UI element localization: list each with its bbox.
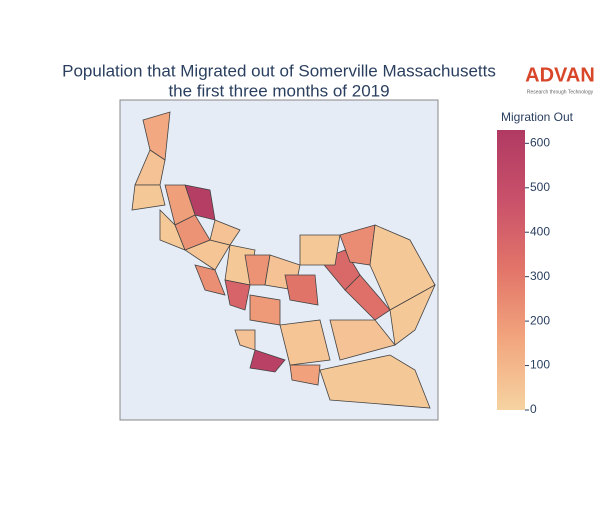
- logo-name: ADVAN: [525, 64, 595, 86]
- region: [279, 319, 331, 366]
- region: [284, 274, 319, 306]
- region: [224, 279, 251, 311]
- colorbar-tick-label: 0: [530, 402, 537, 416]
- region: [389, 284, 436, 346]
- chart-subtitle: the first three months of 2019: [168, 81, 389, 100]
- regions: [131, 111, 436, 409]
- region: [289, 364, 321, 386]
- region: [131, 184, 166, 211]
- logo-tagline: Research through Technology: [527, 89, 594, 95]
- colorbar-tick-label: 500: [530, 180, 550, 194]
- region: [234, 329, 256, 351]
- colorbar-tick-label: 400: [530, 224, 550, 238]
- region: [249, 349, 286, 373]
- region: [299, 234, 341, 266]
- colorbar-title: Migration Out: [501, 110, 574, 124]
- colorbar-tick-label: 200: [530, 313, 550, 327]
- colorbar-tick-label: 300: [530, 269, 550, 283]
- region: [319, 354, 431, 409]
- chart-title: Population that Migrated out of Somervil…: [62, 61, 496, 80]
- colorbar: [497, 130, 525, 410]
- region: [249, 294, 281, 326]
- colorbar-tick-label: 100: [530, 358, 550, 372]
- region: [194, 264, 226, 296]
- colorbar-tick-label: 600: [530, 136, 550, 150]
